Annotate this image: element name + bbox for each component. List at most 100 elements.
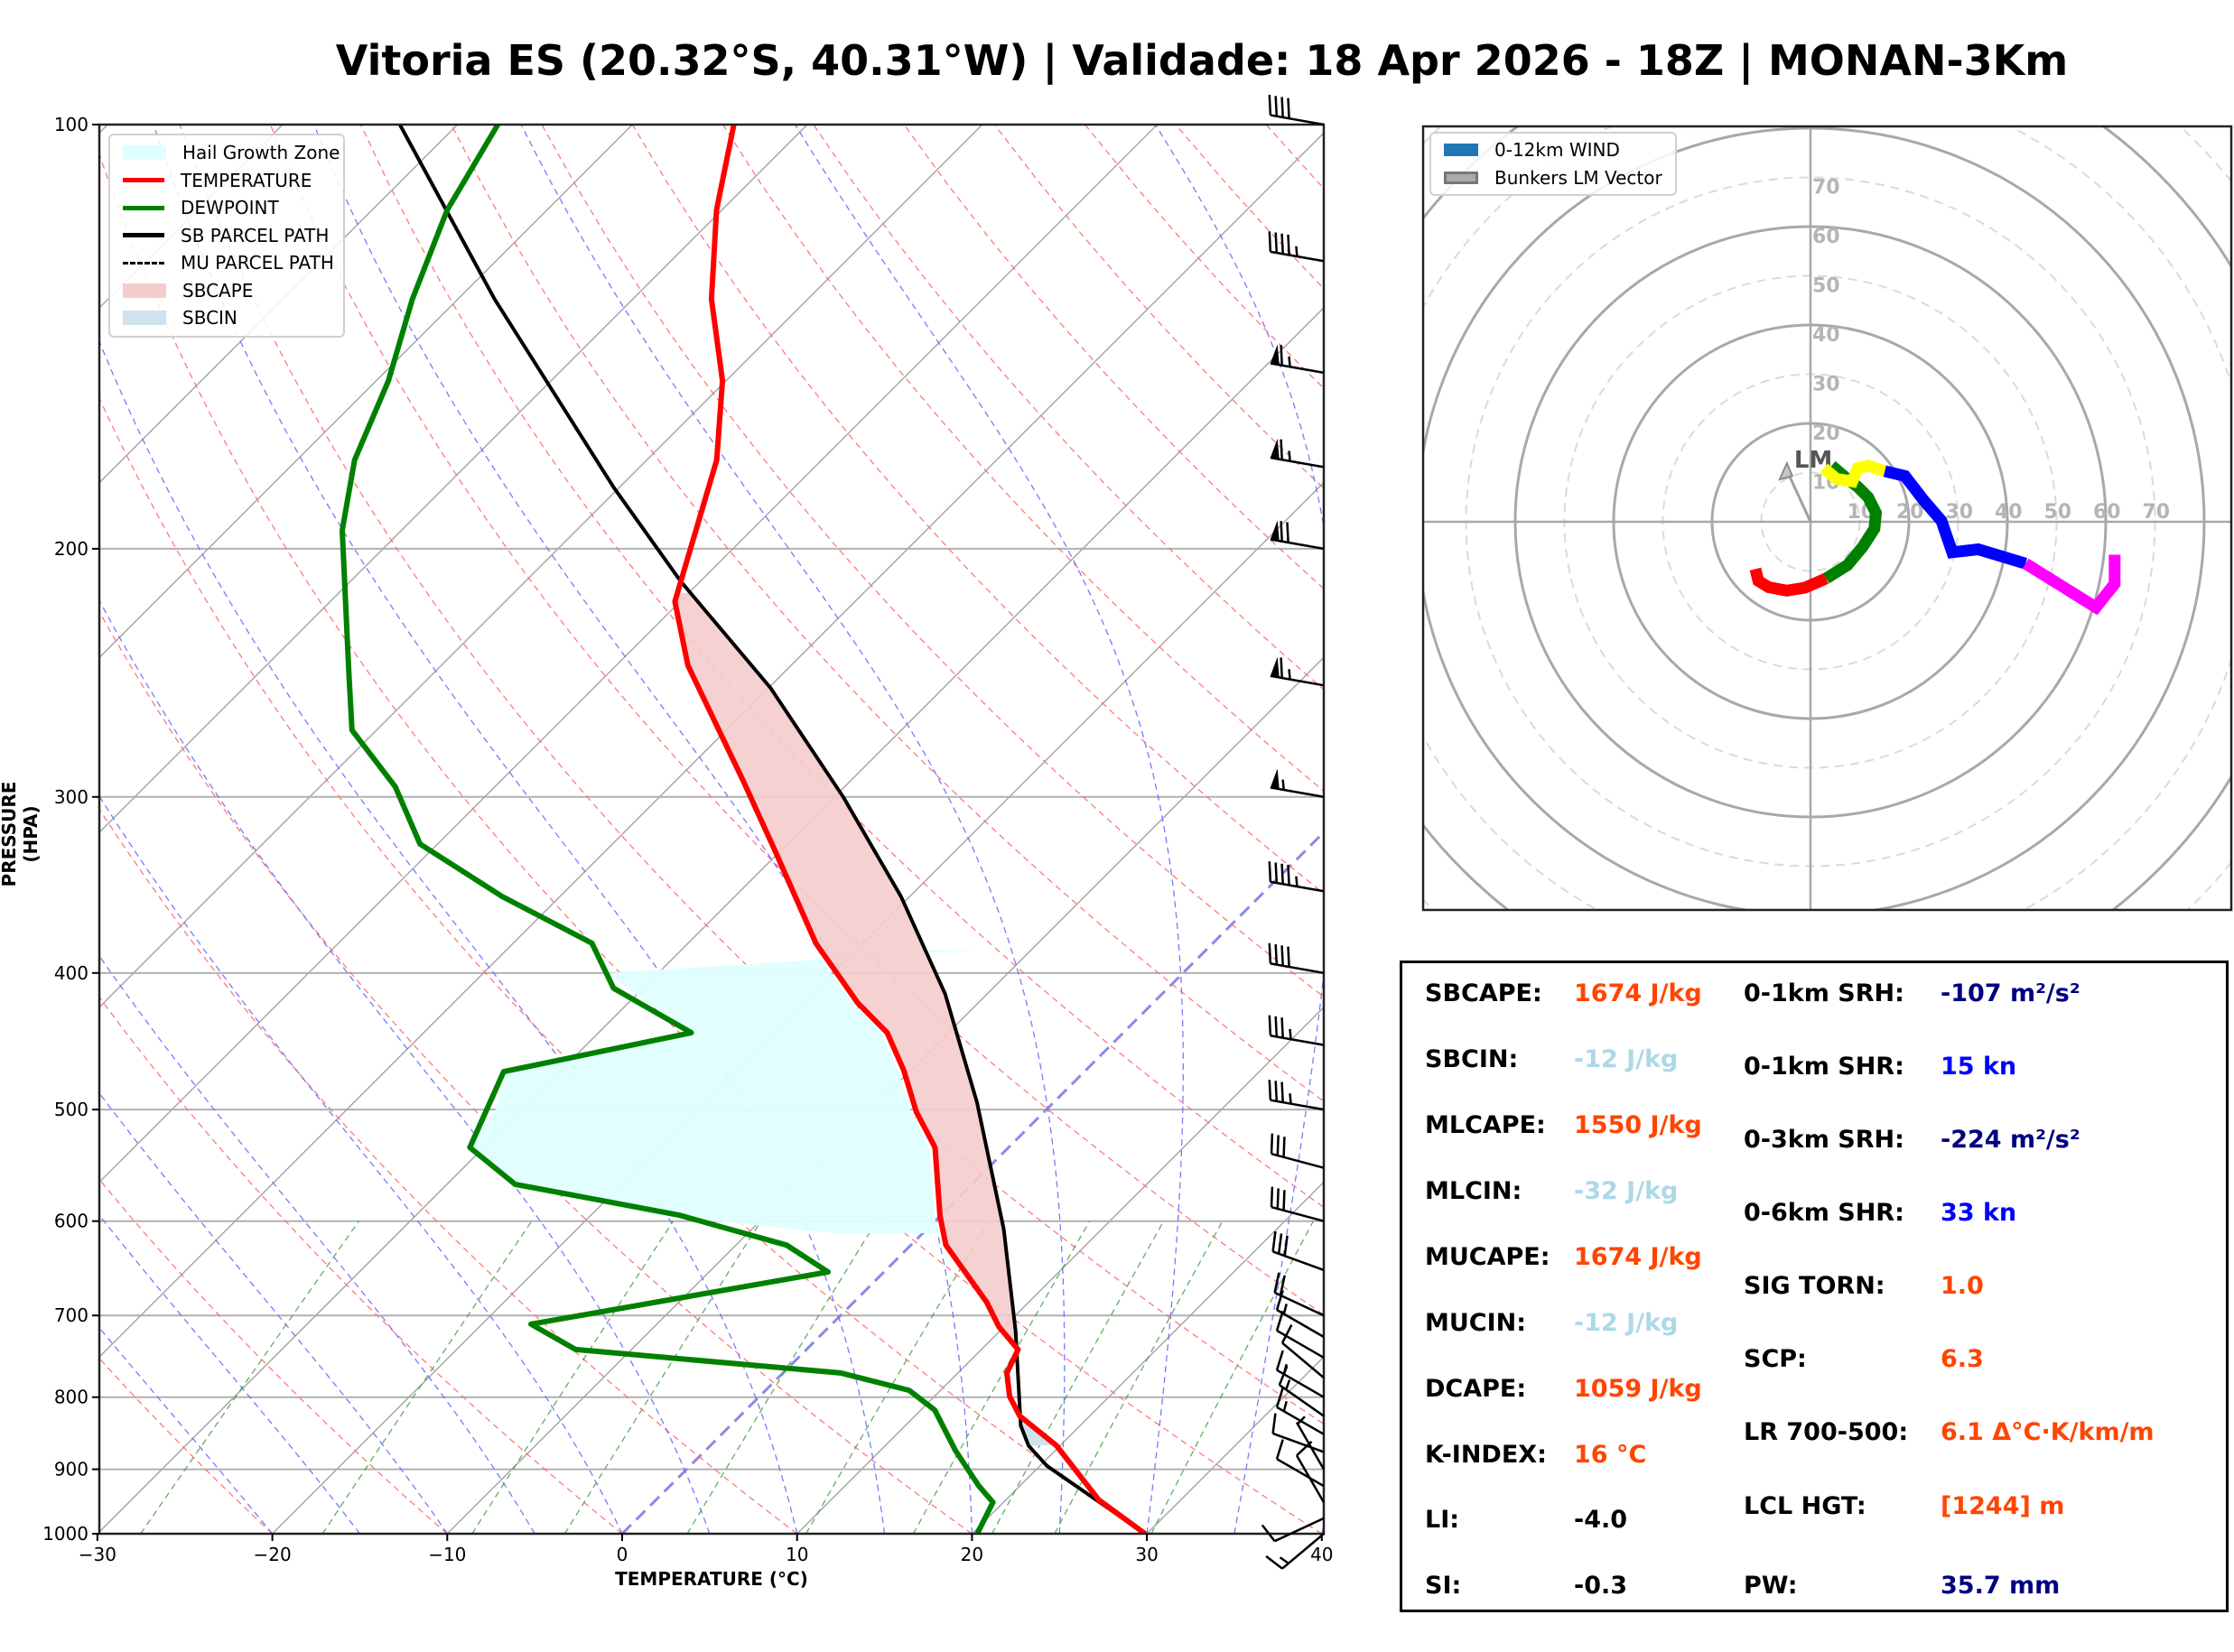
wind-barb-full — [1283, 1235, 1289, 1257]
wind-barb-full — [1280, 97, 1284, 118]
wind-barb — [1265, 1533, 1325, 1570]
wind-barb-half — [1295, 876, 1299, 887]
wind-barb-full — [1282, 1190, 1286, 1211]
wind-barb-staff — [1276, 1458, 1325, 1488]
hodograph-segment — [1883, 465, 2028, 570]
stat-label: SCP: — [1744, 1345, 1807, 1373]
wind-barb-full — [1282, 1137, 1286, 1157]
stat-label: MLCIN: — [1425, 1177, 1522, 1205]
hodograph-ring — [1513, 225, 2108, 819]
wind-barb-full — [1280, 657, 1283, 679]
wind-barb — [1270, 438, 1325, 469]
stat-label: 0-6km SHR: — [1744, 1199, 1904, 1227]
hodograph-ring-label-x: 30 — [1946, 501, 1974, 524]
hodograph-ring — [1423, 126, 2206, 910]
wind-barb — [1270, 520, 1325, 551]
wind-barb-full — [1268, 942, 1272, 964]
wind-barb-full — [1271, 1230, 1277, 1252]
wind-barb-staff — [1270, 674, 1325, 687]
legend-swatch — [123, 261, 164, 265]
wind-barb-staff — [1270, 456, 1325, 469]
isotherm-line — [446, 656, 1324, 1534]
wind-barb-flag — [1270, 344, 1280, 366]
wind-barb-full — [1286, 522, 1289, 543]
stat-value: -12 J/kg — [1574, 1309, 1679, 1337]
wind-barb-half — [1289, 1028, 1292, 1040]
dry-adiabat — [631, 125, 1324, 895]
isotherm-line — [99, 132, 1324, 1359]
stat-label: MLCAPE: — [1425, 1111, 1546, 1139]
y-tick-label: 300 — [54, 786, 88, 808]
wind-barb-staff — [1274, 1517, 1325, 1543]
legend-label: Hail Growth Zone — [182, 142, 340, 164]
wind-barb-full — [1268, 94, 1272, 116]
legend-label: 0-12km WIND — [1494, 139, 1620, 162]
wind-barb — [1275, 1350, 1325, 1398]
y-axis-label: PRESSURE (HPA) — [0, 781, 42, 887]
wind-barb-full — [1275, 1439, 1284, 1460]
wind-barb-staff — [1271, 1205, 1325, 1222]
hodograph-segment — [1749, 567, 1829, 597]
hodograph-ring-dashed — [1760, 471, 1861, 572]
wind-barb-full — [1274, 96, 1279, 116]
legend-item: 0-12km WIND — [1431, 136, 1675, 164]
wind-barb-full — [1287, 864, 1290, 886]
y-tick-label: 100 — [54, 114, 88, 135]
wind-barb-full — [1280, 945, 1284, 966]
legend-swatch — [123, 283, 166, 298]
moist-adiabat — [99, 794, 623, 1534]
wind-barb-full — [1280, 439, 1283, 460]
mixing-ratio-line — [991, 1220, 1165, 1534]
wind-barb-full — [1274, 862, 1279, 884]
mixing-ratio-line — [912, 1220, 1091, 1534]
y-tick-label: 500 — [54, 1099, 88, 1120]
y-tick-label: 200 — [54, 538, 88, 560]
wind-barb-flag — [1270, 656, 1280, 678]
bunkers-lm-arrowhead — [1778, 460, 1794, 481]
moist-adiabat — [795, 125, 1184, 1534]
stat-value: -224 m²/s² — [1941, 1126, 2080, 1154]
wind-barb-staff — [1270, 362, 1325, 375]
wind-barb-full — [1287, 234, 1290, 255]
moist-adiabat — [99, 599, 711, 1534]
legend-item: TEMPERATURE — [110, 167, 343, 195]
wind-barb-full — [1287, 97, 1290, 119]
dry-adiabat — [99, 1357, 274, 1534]
hodograph-ring-dashed — [1563, 274, 2058, 769]
wind-barb-full — [1270, 1186, 1274, 1208]
wind-barb — [1268, 861, 1325, 893]
legend-swatch — [123, 233, 164, 238]
mixing-ratio-line — [140, 1220, 360, 1534]
isotherm-line — [971, 1181, 1324, 1534]
legend-item: SB PARCEL PATH — [110, 222, 343, 250]
stat-label: PW: — [1744, 1572, 1798, 1600]
isotherm-line — [99, 125, 633, 659]
moist-adiabat — [99, 954, 535, 1534]
y-tick-label: 700 — [54, 1304, 88, 1326]
moist-adiabat — [520, 125, 1066, 1534]
wind-barb-full — [1277, 1233, 1283, 1254]
wind-barb-full — [1274, 232, 1279, 254]
dry-adiabat — [1265, 125, 1324, 190]
wind-barb — [1268, 231, 1325, 263]
mixing-ratio-line — [471, 1220, 675, 1534]
wind-barb-full — [1271, 1413, 1277, 1434]
hodograph-ring-label-y: 50 — [1812, 275, 1840, 298]
stat-value: [1244] m — [1941, 1492, 2065, 1520]
wind-barb — [1270, 1133, 1325, 1169]
stat-value: -0.3 — [1574, 1572, 1628, 1600]
wind-barb-half — [1282, 1400, 1288, 1412]
wind-barb — [1275, 1387, 1325, 1435]
hodograph-ring-label-y: 10 — [1812, 472, 1840, 495]
wind-barb — [1268, 1080, 1325, 1111]
hodograph-ring-label-x: 20 — [1896, 501, 1924, 524]
wind-barb-flag — [1270, 438, 1280, 459]
x-axis-label: TEMPERATURE (°C) — [615, 1568, 808, 1590]
legend-label: SBCIN — [182, 307, 237, 329]
dry-adiabat — [1084, 125, 1324, 389]
stat-label: MUCAPE: — [1425, 1243, 1550, 1271]
wind-barb-full — [1279, 1275, 1286, 1296]
wind-barb-half — [1288, 356, 1291, 367]
y-tick-label: 900 — [54, 1459, 88, 1480]
wind-barb — [1268, 942, 1325, 975]
